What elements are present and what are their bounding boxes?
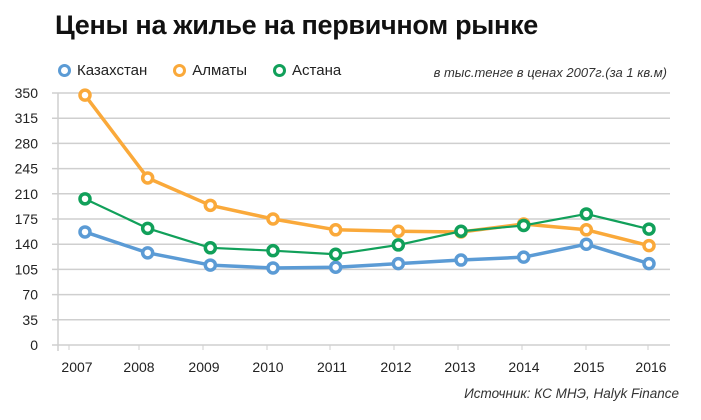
- data-point: [391, 256, 406, 271]
- series-astana: [78, 192, 656, 262]
- x-tick-label: 2016: [635, 359, 666, 375]
- data-point: [266, 261, 280, 275]
- legend-label: Алматы: [192, 62, 248, 79]
- data-point: [391, 238, 406, 252]
- data-point: [642, 222, 656, 236]
- y-tick-label: 175: [15, 211, 39, 227]
- series-almaty: [78, 88, 656, 253]
- series-line: [83, 94, 650, 248]
- data-point: [78, 88, 92, 102]
- x-tick-label: 2014: [508, 359, 539, 375]
- x-axis-ticks: 2007 2008 2009 2010 2011 2012 2013 2014 2015 2016: [61, 359, 666, 375]
- data-point: [266, 212, 280, 226]
- chart-title: Цены на жилье на первичном рынке: [55, 10, 538, 40]
- data-point: [516, 250, 531, 264]
- series-kazakhstan: [78, 225, 656, 275]
- data-point: [78, 225, 92, 239]
- data-point: [642, 256, 656, 271]
- axes: [57, 93, 649, 351]
- x-tick-label: 2011: [317, 359, 347, 375]
- y-tick-label: 70: [22, 287, 38, 303]
- data-point: [328, 260, 343, 274]
- gridlines: [52, 92, 670, 346]
- series-line: [84, 230, 650, 270]
- x-tick-label: 2008: [123, 359, 154, 375]
- series-line: [84, 197, 650, 256]
- y-tick-label: 350: [15, 85, 39, 101]
- y-tick-label: 245: [15, 161, 39, 177]
- data-point: [454, 253, 468, 267]
- data-point: [78, 192, 92, 206]
- legend-item-kazakhstan: Казахстан: [58, 62, 147, 79]
- data-point: [140, 246, 155, 260]
- y-tick-label: 315: [15, 110, 39, 126]
- data-point: [328, 247, 343, 262]
- data-point: [454, 224, 468, 238]
- x-tick-label: 2010: [252, 359, 283, 375]
- x-tick-label: 2013: [444, 359, 475, 375]
- y-tick-label: 280: [15, 135, 39, 151]
- data-point: [642, 238, 656, 253]
- chart-legend: Казахстан Алматы Астана: [58, 62, 367, 79]
- x-tick-label: 2007: [61, 359, 92, 375]
- legend-item-astana: Астана: [273, 62, 341, 79]
- y-tick-label: 210: [15, 186, 39, 202]
- legend-marker-icon: [58, 64, 71, 77]
- legend-marker-icon: [273, 64, 287, 77]
- legend-label: Казахстан: [77, 62, 148, 79]
- y-tick-label: 105: [15, 261, 39, 277]
- data-point: [391, 224, 406, 238]
- legend-marker-icon: [173, 64, 187, 77]
- data-point: [579, 237, 594, 251]
- y-axis-ticks: 0 35 70 105 140 175 210 245 280 315 350: [15, 85, 39, 353]
- data-point: [203, 241, 218, 255]
- data-point: [203, 198, 218, 213]
- data-point: [140, 171, 155, 185]
- data-point: [203, 258, 218, 272]
- data-point: [140, 221, 155, 236]
- series-lines: [78, 88, 656, 275]
- data-point: [579, 223, 594, 237]
- y-tick-label: 35: [22, 312, 38, 328]
- data-point: [579, 207, 594, 221]
- legend-item-almaty: Алматы: [173, 62, 247, 79]
- x-tick-label: 2012: [380, 359, 411, 375]
- source-note: Источник: КС МНЭ, Halyk Finance: [464, 386, 679, 401]
- data-point: [266, 243, 280, 258]
- y-tick-label: 0: [30, 337, 38, 353]
- data-point: [328, 223, 343, 237]
- x-tick-label: 2009: [188, 359, 219, 375]
- legend-label: Астана: [292, 62, 342, 79]
- data-point: [516, 218, 531, 233]
- unit-note: в тыс.тенге в ценах 2007г.(за 1 кв.м): [433, 65, 667, 80]
- x-tick-label: 2015: [573, 359, 604, 375]
- y-tick-label: 140: [15, 236, 39, 252]
